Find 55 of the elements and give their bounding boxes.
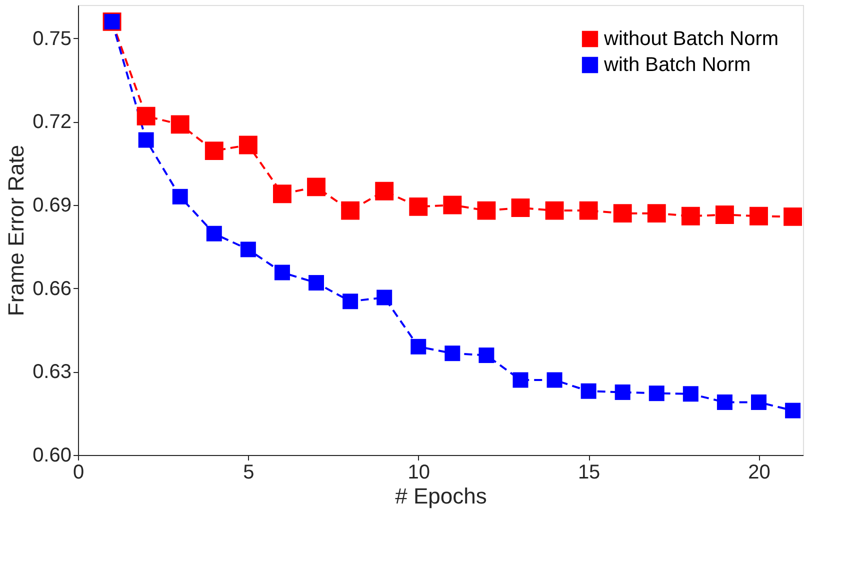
point [614, 384, 630, 400]
y-tick-label: 0.72 [32, 111, 72, 134]
point [443, 196, 462, 214]
point [715, 206, 734, 224]
point [341, 201, 360, 220]
point [579, 201, 598, 220]
point [274, 264, 290, 280]
point [410, 338, 426, 354]
point [172, 188, 188, 204]
y-tick-label: 0.69 [32, 194, 72, 216]
x-tick-label: 0 [72, 462, 84, 484]
point [170, 115, 190, 134]
point [682, 386, 698, 402]
point [580, 383, 596, 399]
x-tick-label: 10 [408, 462, 430, 484]
point [681, 206, 700, 226]
point [613, 204, 632, 223]
point [342, 294, 358, 310]
point [376, 290, 392, 306]
point [512, 372, 528, 388]
point [138, 132, 154, 148]
point [478, 348, 494, 364]
y-tick-label: 0.66 [32, 278, 72, 300]
y-tick-label: 0.63 [32, 361, 72, 384]
point [136, 106, 156, 126]
point [375, 182, 394, 200]
point [785, 402, 801, 418]
point [545, 201, 564, 220]
x-tick-label: 15 [578, 462, 600, 484]
point [716, 394, 732, 410]
point [750, 206, 768, 226]
x-tick-label: 5 [243, 462, 254, 484]
point [647, 204, 666, 223]
y-tick-label: 0.75 [32, 28, 72, 50]
point [648, 386, 664, 402]
point [784, 207, 802, 226]
point [546, 372, 562, 388]
y-tick-label: 0.60 [32, 444, 72, 466]
point [206, 226, 222, 242]
point [477, 201, 496, 220]
point [409, 197, 428, 216]
point [204, 142, 224, 160]
point [511, 198, 530, 217]
point [238, 136, 258, 154]
x-axis-title: # Epochs [395, 484, 487, 508]
point [273, 184, 292, 204]
legend-label: without Batch Norm [603, 28, 779, 50]
x-tick-label: 20 [748, 462, 770, 484]
point [308, 275, 324, 291]
legend-label: with Batch Norm [603, 54, 751, 76]
point [240, 242, 256, 258]
point [751, 394, 766, 410]
point [307, 178, 326, 196]
point [444, 346, 460, 362]
y-axis-title: Frame Error Rate [4, 144, 29, 316]
